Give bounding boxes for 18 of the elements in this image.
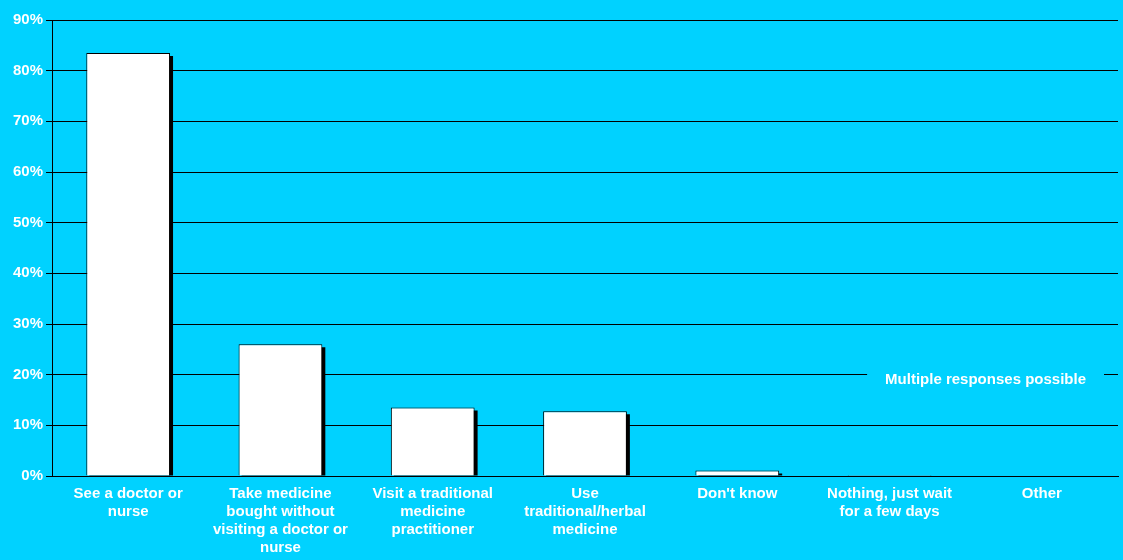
x-tick-label: Other xyxy=(1021,484,1063,502)
y-tick-label: 80% xyxy=(12,60,44,78)
x-tick-label: Visit a traditional medicine practitioner xyxy=(372,484,494,538)
y-tick-label: 70% xyxy=(12,111,44,129)
y-tick-label: 10% xyxy=(12,415,44,433)
y-tick-label: 30% xyxy=(12,314,44,332)
x-tick-label: Use traditional/herbal medicine xyxy=(524,484,646,538)
x-tick-label: Don't know xyxy=(697,484,778,502)
y-tick-label: 0% xyxy=(21,466,44,484)
x-tick-label: Take medicine bought without visiting a doctor or nurse xyxy=(212,484,349,556)
y-tick-label: 50% xyxy=(12,212,44,230)
annotation: Multiple responses possible xyxy=(885,370,1086,388)
x-tick-label: See a doctor or nurse xyxy=(73,484,183,520)
y-tick-label: 20% xyxy=(12,364,44,382)
y-tick-label: 60% xyxy=(12,162,44,180)
y-tick-label: 40% xyxy=(12,263,44,281)
y-tick-label: 90% xyxy=(12,10,44,28)
x-tick-label: Nothing, just wait for a few days xyxy=(827,484,953,520)
